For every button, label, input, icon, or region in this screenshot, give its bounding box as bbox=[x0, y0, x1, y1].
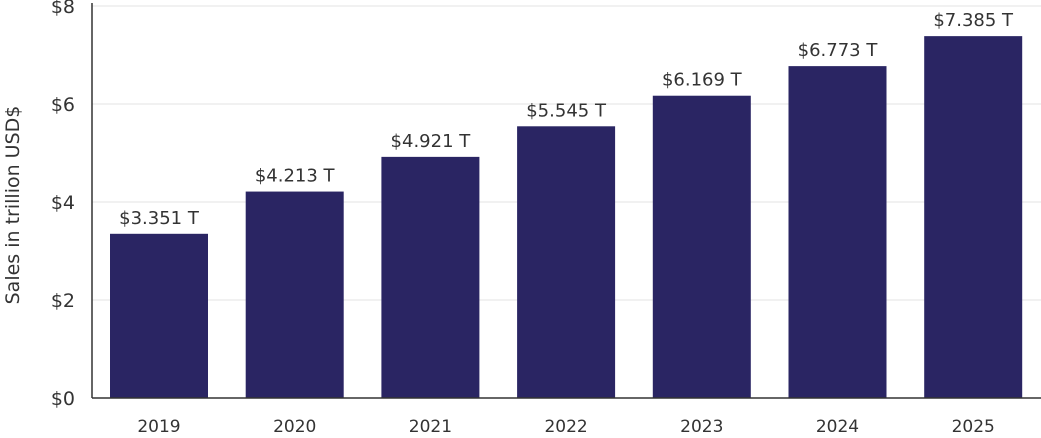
data-label-2019: $3.351 T bbox=[119, 208, 200, 229]
x-tick-label-2025: 2025 bbox=[952, 417, 995, 437]
data-label-2021: $4.921 T bbox=[391, 131, 472, 152]
x-tick-label-2022: 2022 bbox=[544, 417, 587, 437]
data-label-2022: $5.545 T bbox=[526, 100, 607, 121]
x-tick-label-2019: 2019 bbox=[137, 417, 180, 437]
data-label-2025: $7.385 T bbox=[933, 10, 1014, 31]
data-label-2024: $6.773 T bbox=[798, 40, 879, 61]
data-label-2023: $6.169 T bbox=[662, 70, 743, 91]
bar-2020 bbox=[245, 191, 344, 398]
data-labels: $3.351 T $4.213 T $4.921 T $5.545 T $6.169 T… bbox=[119, 10, 1014, 229]
data-label-2020: $4.213 T bbox=[255, 166, 336, 187]
bar-2023 bbox=[652, 95, 751, 399]
x-tick-label-2023: 2023 bbox=[680, 417, 723, 437]
bar-2024 bbox=[788, 66, 887, 399]
x-tick-label-2020: 2020 bbox=[273, 417, 316, 437]
y-tick-label: $0 bbox=[51, 388, 75, 410]
bar-2022 bbox=[517, 126, 616, 399]
x-axis: 2019 2020 2021 2022 2023 2024 2025 bbox=[92, 397, 1041, 437]
x-tick-label-2021: 2021 bbox=[409, 417, 452, 437]
x-tick-label-2024: 2024 bbox=[816, 417, 859, 437]
bars bbox=[110, 36, 1023, 399]
bar-2021 bbox=[381, 156, 480, 398]
y-tick-label: $2 bbox=[51, 290, 75, 312]
bar-2025 bbox=[924, 36, 1023, 398]
bar-2019 bbox=[110, 233, 208, 398]
y-axis-title: Sales in trillion USD$ bbox=[2, 106, 24, 305]
y-tick-label: $8 bbox=[51, 0, 75, 18]
y-tick-label: $4 bbox=[51, 192, 75, 214]
y-tick-label: $6 bbox=[51, 94, 75, 116]
y-axis: $0 $2 $4 $6 $8 bbox=[51, 0, 93, 410]
